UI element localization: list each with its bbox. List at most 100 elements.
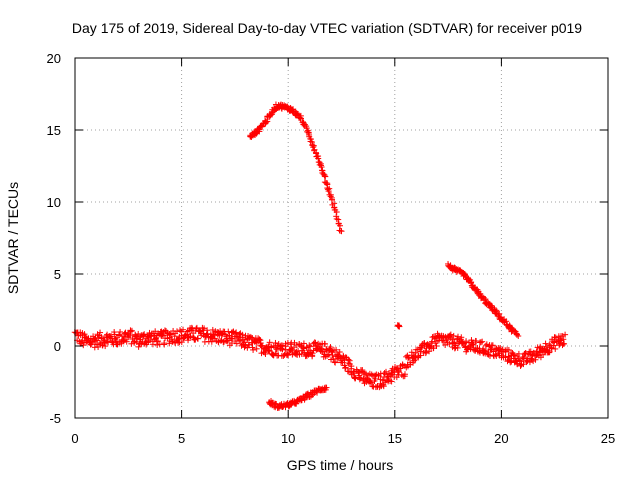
data-point (477, 339, 484, 346)
data-point (511, 352, 518, 359)
data-point (395, 369, 402, 376)
data-point (401, 371, 408, 378)
data-point (479, 338, 486, 345)
data-point (510, 351, 517, 358)
data-point (307, 343, 314, 350)
data-point (520, 353, 527, 360)
data-point (562, 331, 569, 338)
data-point (489, 342, 496, 349)
data-point (102, 343, 109, 350)
data-point (315, 155, 322, 162)
data-point (188, 324, 195, 331)
data-point (128, 340, 135, 347)
data-point (333, 215, 340, 222)
data-point (178, 339, 185, 346)
data-point (240, 336, 247, 343)
data-point (561, 340, 568, 347)
data-point (280, 352, 287, 359)
y-tick-label: 5 (54, 267, 61, 282)
data-point (395, 322, 402, 329)
data-point (187, 333, 194, 340)
data-point (201, 325, 208, 332)
data-point (112, 338, 119, 345)
data-point (356, 376, 363, 383)
y-tick-label: 20 (47, 51, 61, 66)
data-point (154, 341, 161, 348)
data-point (262, 350, 269, 357)
data-point (266, 339, 273, 346)
data-point (372, 375, 379, 382)
data-point (183, 331, 190, 338)
data-point (321, 341, 328, 348)
data-point (116, 332, 123, 339)
data-point (211, 332, 218, 339)
data-point (333, 213, 340, 220)
data-point (455, 333, 462, 340)
data-point (95, 344, 102, 351)
data-point (328, 347, 335, 354)
chart-title: Day 175 of 2019, Sidereal Day-to-day VTE… (72, 20, 582, 36)
x-tick-label: 5 (178, 431, 185, 446)
data-point (304, 390, 311, 397)
data-point (352, 375, 359, 382)
data-point (450, 332, 457, 339)
data-point (473, 338, 480, 345)
x-tick-label: 15 (388, 431, 402, 446)
data-point (539, 345, 546, 352)
data-point (522, 350, 529, 357)
data-point (532, 356, 539, 363)
axis-ticks: 0 5 10 15 20 25 -5 0 5 10 15 20 (47, 51, 616, 446)
data-point (241, 339, 248, 346)
data-point (135, 343, 142, 350)
data-point (127, 328, 134, 335)
data-point (348, 363, 355, 370)
data-point (507, 357, 514, 364)
y-tick-label: -5 (49, 411, 61, 426)
data-point (310, 144, 317, 151)
data-point (300, 340, 307, 347)
data-point (300, 345, 307, 352)
data-point (184, 334, 191, 341)
data-point (468, 337, 475, 344)
data-point (380, 383, 387, 390)
data-point (307, 138, 314, 145)
data-point (80, 342, 87, 349)
data-point (194, 335, 201, 342)
data-point (552, 345, 559, 352)
data-point (388, 369, 395, 376)
data-point (345, 356, 352, 363)
data-point (342, 364, 349, 371)
data-point (253, 345, 260, 352)
data-point (325, 188, 332, 195)
data-point (108, 333, 115, 340)
data-point (332, 359, 339, 366)
data-point (395, 323, 402, 330)
data-point (257, 337, 264, 344)
data-point (336, 348, 343, 355)
data-point (318, 345, 325, 352)
data-point (180, 326, 187, 333)
data-point (327, 193, 334, 200)
data-point (133, 335, 140, 342)
data-point (329, 196, 336, 203)
data-point (430, 345, 437, 352)
data-point (338, 228, 345, 235)
data-point (515, 350, 522, 357)
y-tick-label: 0 (54, 339, 61, 354)
data-point (298, 350, 305, 357)
data-point (233, 329, 240, 336)
data-point (263, 119, 270, 126)
data-point (175, 339, 182, 346)
data-point (388, 378, 395, 385)
x-tick-label: 25 (601, 431, 615, 446)
data-point (536, 348, 543, 355)
data-point (545, 349, 552, 356)
data-point (309, 353, 316, 360)
data-point (103, 338, 110, 345)
y-tick-label: 10 (47, 195, 61, 210)
plot-frame (74, 57, 609, 419)
data-point (467, 279, 474, 286)
data-point (228, 335, 235, 342)
data-point (542, 340, 549, 347)
data-point (204, 327, 211, 334)
